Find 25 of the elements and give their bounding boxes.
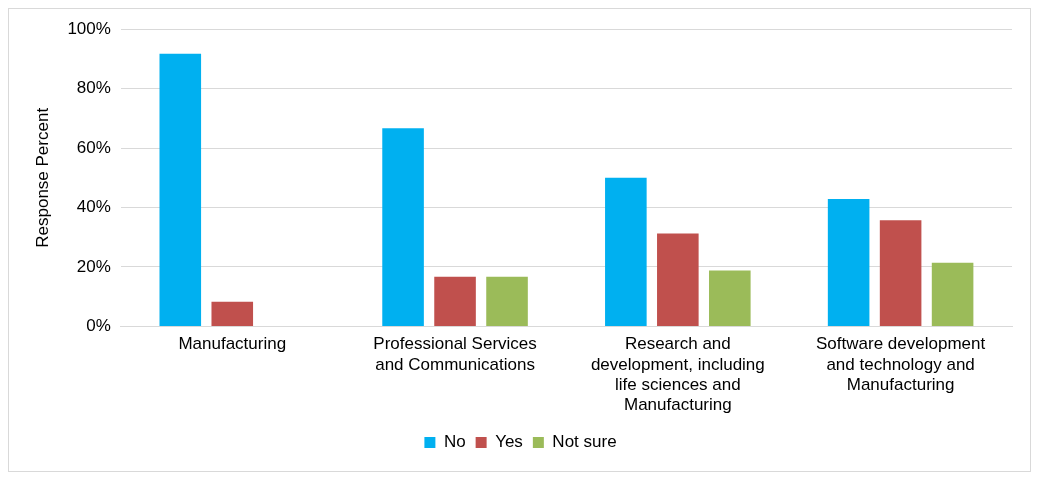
bar (879, 220, 922, 326)
x-tick-label: Manufacturing (178, 334, 287, 354)
y-tick-label: 60% (76, 137, 111, 157)
legend-label: Yes (495, 432, 523, 452)
legend-label: Not sure (552, 432, 617, 452)
bar (434, 276, 476, 326)
bar (657, 233, 699, 326)
legend-label: No (443, 432, 466, 452)
y-tick-label: 80% (76, 78, 111, 98)
y-tick-label: 100% (67, 18, 111, 38)
bar (931, 262, 974, 326)
x-tick-label: Professional Services and Communications (373, 334, 537, 374)
y-axis-title: Response Percent (32, 107, 52, 248)
x-tick-label: Software development and technology and Manufacturing (816, 334, 986, 395)
bar (486, 276, 528, 326)
bar (159, 53, 202, 326)
y-tick-label: 0% (86, 316, 111, 336)
x-tick-label: Research and development, including life sciences and Manufacturing (590, 334, 765, 415)
y-tick-label: 20% (76, 256, 111, 276)
bar (211, 301, 254, 326)
bar (827, 198, 870, 326)
bar (709, 270, 751, 326)
bar (382, 128, 424, 326)
y-tick-label: 40% (76, 197, 111, 217)
bar (605, 177, 647, 326)
